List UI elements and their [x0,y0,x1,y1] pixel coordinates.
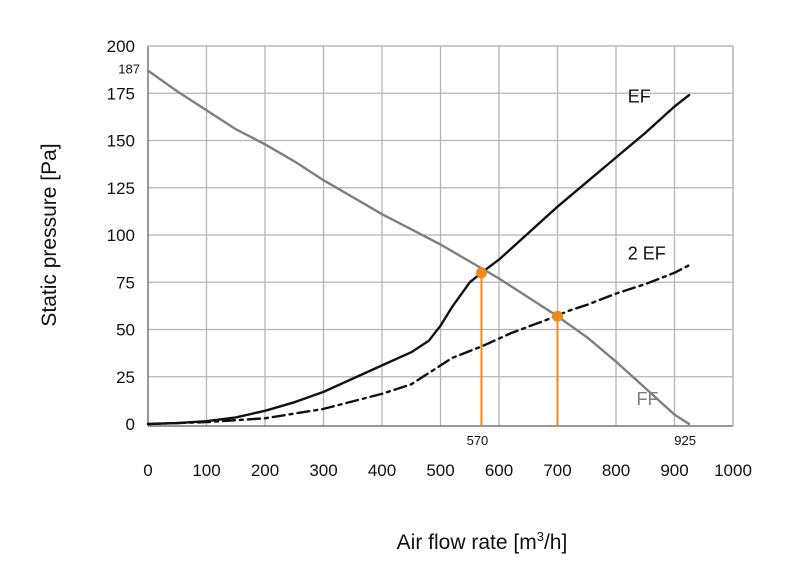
operating-point-drop-lines [480,272,559,426]
y-axis-title: Static pressure [Pa] [38,143,61,326]
x-axis-title: Air flow rate [m3/h] [397,529,568,554]
x-tick-label-400: 400 [368,461,396,480]
x-tick-label-300: 300 [309,461,337,480]
curve-2-ef [146,264,691,426]
y-tick-label-50: 50 [116,321,135,340]
y-tick-labels: 0 25 50 75 100 125 150 175 200 [107,37,135,434]
y-tick-label-100: 100 [107,226,135,245]
y-extra-tick-label-187: 187 [118,62,140,77]
curves [146,69,691,426]
y-tick-label-25: 25 [116,368,135,387]
x-extra-tick-label-570: 570 [467,433,489,448]
series-labels: EF 2 EF FF [628,87,666,409]
curve-ff [146,69,691,426]
x-tick-labels: 0 100 200 300 400 500 600 700 800 900 1000 [143,461,752,480]
series-label-2-ef: 2 EF [628,244,666,264]
y-tick-label-0: 0 [126,415,135,434]
x-extra-tick-label-925: 925 [674,433,696,448]
x-tick-label-900: 900 [660,461,688,480]
y-tick-label-125: 125 [107,179,135,198]
y-tick-label-175: 175 [107,84,135,103]
series-label-ff: FF [636,389,658,409]
operating-point-markers [475,267,563,322]
y-tick-label-150: 150 [107,132,135,151]
x-axis-title-text: Air flow rate [397,531,508,554]
x-tick-label-0: 0 [143,461,152,480]
extra-tick-labels: 187 570 925 [118,62,696,448]
x-tick-label-500: 500 [426,461,454,480]
curve-ef [146,93,691,426]
x-tick-label-100: 100 [192,461,220,480]
y-tick-label-200: 200 [107,37,135,56]
operating-point-1 [475,267,487,279]
grid [147,45,734,427]
x-tick-label-200: 200 [251,461,279,480]
x-tick-label-600: 600 [485,461,513,480]
x-axis-unit-suffix: /h] [544,531,567,554]
x-axis-unit-sup: 3 [537,529,544,544]
x-tick-label-800: 800 [602,461,630,480]
operating-point-2 [552,310,563,322]
series-label-ef: EF [628,87,651,107]
y-tick-label-75: 75 [116,273,135,292]
x-tick-label-1000: 1000 [714,461,752,480]
x-tick-label-700: 700 [543,461,571,480]
x-axis-unit-prefix: [m [513,531,536,554]
